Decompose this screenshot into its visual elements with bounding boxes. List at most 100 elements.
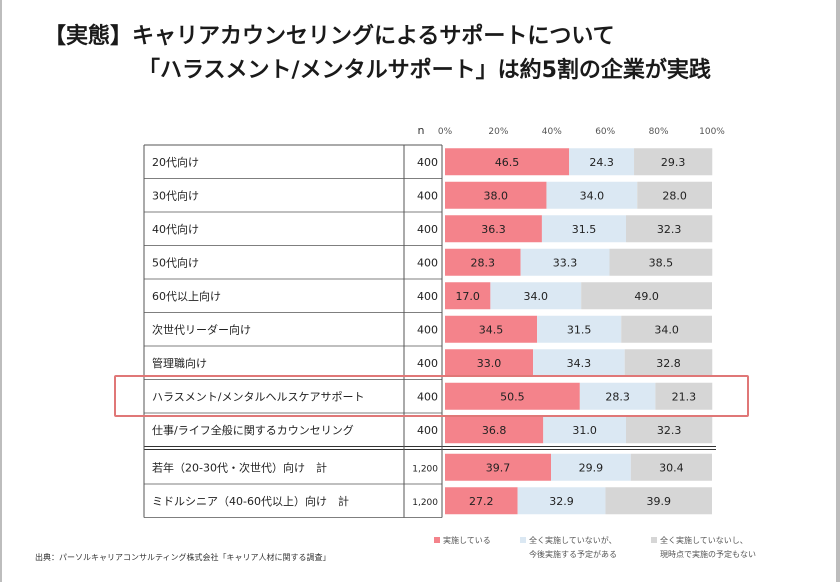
legend-item-planned: 全く実施していないが、 今後実施する予定がある xyxy=(520,534,617,562)
data-label: 34.5 xyxy=(479,323,504,336)
n-value: 400 xyxy=(417,424,438,437)
bar-segment xyxy=(445,382,580,410)
bar-segment xyxy=(630,453,712,481)
bar-segment xyxy=(634,148,713,176)
x-tick-label: 100% xyxy=(699,127,725,137)
bar-segment xyxy=(579,382,656,410)
legend-label-planned-2: 今後実施する予定がある xyxy=(529,550,617,559)
data-label: 33.0 xyxy=(477,357,502,370)
data-label: 31.5 xyxy=(567,323,592,336)
data-label: 32.9 xyxy=(549,495,574,508)
category-label: 60代以上向け xyxy=(152,289,221,303)
data-label: 34.0 xyxy=(654,323,679,336)
frame-left-border xyxy=(0,0,2,582)
bar-segment xyxy=(581,282,712,310)
bar-segment xyxy=(569,148,635,176)
bar-segment xyxy=(626,416,713,444)
data-label: 29.9 xyxy=(579,461,604,474)
legend-swatch-implemented xyxy=(434,537,440,543)
n-value: 400 xyxy=(417,223,438,236)
page-title: 【実態】キャリアカウンセリングによるサポートについて 「ハラスメント/メンタルサ… xyxy=(44,20,834,88)
frame-right-border xyxy=(836,0,840,582)
bar-segment xyxy=(655,382,713,410)
bar-segment xyxy=(445,416,544,444)
n-value: 400 xyxy=(417,323,438,336)
category-label: 管理職向け xyxy=(152,356,207,370)
category-label: 若年（20-30代・次世代）向け 計 xyxy=(152,460,327,474)
data-label: 17.0 xyxy=(455,290,480,303)
bar-segment xyxy=(533,349,625,377)
bar-segment xyxy=(624,349,713,377)
category-label: 次世代リーダー向け xyxy=(152,322,251,336)
bar-segment xyxy=(541,215,627,243)
bar-segment xyxy=(605,487,712,515)
n-value: 400 xyxy=(417,290,438,303)
data-label: 38.0 xyxy=(483,189,508,202)
category-label: 50代向け xyxy=(152,255,199,269)
legend-swatch-planned xyxy=(520,537,526,543)
x-tick-label: 40% xyxy=(542,127,562,137)
title-line-1: 【実態】キャリアカウンセリングによるサポートについて xyxy=(44,24,615,49)
legend-label-planned-1: 全く実施していないが、 xyxy=(529,536,617,545)
bar-segment xyxy=(445,248,521,276)
n-value: 400 xyxy=(417,156,438,169)
data-label: 50.5 xyxy=(500,390,525,403)
n-value: 400 xyxy=(417,357,438,370)
category-label: 20代向け xyxy=(152,155,199,169)
category-label: 40代向け xyxy=(152,222,199,236)
data-label: 30.4 xyxy=(659,461,684,474)
n-value: 1,200 xyxy=(412,498,438,508)
category-label: 仕事/ライフ全般に関するカウンセリング xyxy=(152,423,354,437)
n-value: 400 xyxy=(417,256,438,269)
data-label: 28.3 xyxy=(605,390,630,403)
bar-segment xyxy=(543,416,627,444)
data-label: 27.2 xyxy=(469,495,494,508)
bar-segment xyxy=(609,248,713,276)
data-label: 33.3 xyxy=(553,256,578,269)
data-label: 32.3 xyxy=(657,223,682,236)
data-label: 21.3 xyxy=(672,390,697,403)
data-label: 46.5 xyxy=(495,156,520,169)
data-label: 39.7 xyxy=(486,461,511,474)
x-tick-label: 0% xyxy=(438,127,453,137)
source-note: 出典：パーソルキャリアコンサルティング株式会社「キャリア人材に関する調査」 xyxy=(35,553,331,562)
bar-segment xyxy=(445,148,570,176)
bar-segment xyxy=(490,282,582,310)
data-label: 32.8 xyxy=(656,357,681,370)
legend-label-no-plan-1: 全く実施していないし、 xyxy=(660,536,748,545)
bar-segment xyxy=(445,181,547,209)
data-label: 49.0 xyxy=(634,290,659,303)
bar-segment xyxy=(637,181,712,209)
bar-segment xyxy=(445,315,538,343)
bar-segment xyxy=(520,248,610,276)
n-value: 400 xyxy=(417,390,438,403)
n-header: n xyxy=(418,124,425,137)
bar-segment xyxy=(445,349,534,377)
data-label: 31.5 xyxy=(572,223,597,236)
category-label: 30代向け xyxy=(152,188,199,202)
bar-segment xyxy=(621,315,712,343)
legend-label-no-plan-2: 現時点で実施の予定もない xyxy=(660,550,756,559)
bar-segment xyxy=(445,453,551,481)
category-label: ハラスメント/メンタルヘルスケアサポート xyxy=(152,390,365,403)
data-label: 31.0 xyxy=(572,424,597,437)
data-label: 34.0 xyxy=(580,189,605,202)
data-label: 29.3 xyxy=(661,156,686,169)
bar-segment xyxy=(546,181,638,209)
title-line-2: 「ハラスメント/メンタルサポート」は約5割の企業が実践 xyxy=(138,58,711,83)
data-label: 39.9 xyxy=(646,495,671,508)
data-label: 32.3 xyxy=(657,424,682,437)
data-label: 36.3 xyxy=(481,223,506,236)
highlight-box xyxy=(114,375,749,417)
data-label: 38.5 xyxy=(649,256,674,269)
bar-segment xyxy=(445,487,518,515)
bar-segment xyxy=(626,215,713,243)
data-label: 28.0 xyxy=(662,189,687,202)
x-tick-label: 80% xyxy=(649,127,669,137)
data-label: 36.8 xyxy=(482,424,507,437)
bar-segment xyxy=(550,453,631,481)
legend-item-no-plan: 全く実施していないし、 現時点で実施の予定もない xyxy=(651,534,756,562)
data-label: 24.3 xyxy=(589,156,614,169)
legend-swatch-no-plan xyxy=(651,537,657,543)
